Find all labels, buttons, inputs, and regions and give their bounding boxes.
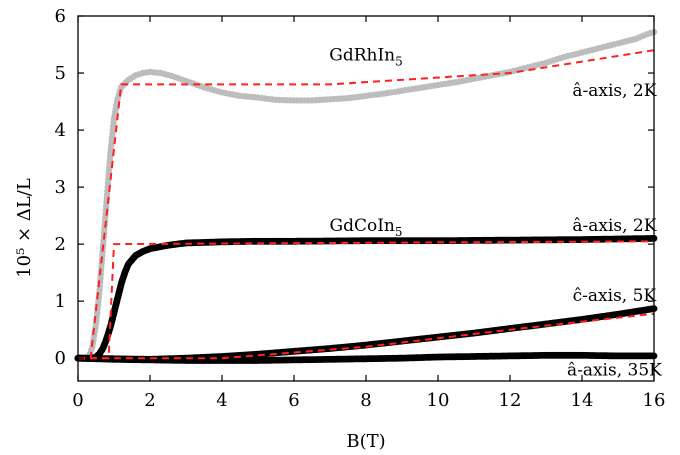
x-tick-label: 6 xyxy=(288,390,299,411)
y-tick-label: 6 xyxy=(55,6,66,27)
x-tick-label: 10 xyxy=(427,390,450,411)
series-0 xyxy=(74,28,658,362)
annotation-5: â-axis, 35K xyxy=(567,360,662,380)
annotation-0: GdRhIn5 xyxy=(329,45,403,68)
x-axis-label: B(T) xyxy=(346,431,385,452)
y-tick-label: 2 xyxy=(55,234,66,255)
y-tick-label: 5 xyxy=(55,63,66,84)
fit-line-5 xyxy=(78,240,655,360)
annotation-3: â-axis, 2K xyxy=(572,216,656,236)
annotation-4: ĉ-axis, 5K xyxy=(573,286,657,306)
x-tick-label: 14 xyxy=(571,390,594,411)
y-axis-label: 10⁵ × ΔL/L xyxy=(14,178,35,278)
annotation-text: GdRhIn xyxy=(329,45,395,65)
annotation-text: GdCoIn xyxy=(329,216,394,236)
y-tick-label: 4 xyxy=(55,120,66,141)
x-tick-label: 12 xyxy=(499,390,522,411)
x-tick-label: 2 xyxy=(144,390,155,411)
plot-frame xyxy=(77,15,655,382)
y-tick-label: 3 xyxy=(55,177,66,198)
annotation-2: GdCoIn5 xyxy=(329,216,402,239)
x-tick-label: 16 xyxy=(643,390,666,411)
annotation-text: ĉ-axis, 5K xyxy=(573,286,657,306)
fit-line-6 xyxy=(78,312,655,360)
y-tick-label: 1 xyxy=(55,291,66,312)
x-tick-label: 4 xyxy=(216,390,227,411)
fit-line-4 xyxy=(78,49,655,360)
series-3 xyxy=(74,351,658,364)
x-tick-label: 8 xyxy=(360,390,371,411)
annotation-subscript: 5 xyxy=(395,54,403,68)
annotation-subscript: 5 xyxy=(395,225,403,239)
annotation-text: â-axis, 2K xyxy=(572,216,656,236)
plot-layer xyxy=(74,28,658,364)
y-axis-label-text: 10⁵ × ΔL/L xyxy=(14,178,35,278)
annotation-text: â-axis, 35K xyxy=(567,360,662,380)
annotation-text: â-axis, 2K xyxy=(572,81,656,101)
y-tick-label: 0 xyxy=(55,348,66,369)
x-tick-label: 0 xyxy=(72,390,83,411)
annotation-1: â-axis, 2K xyxy=(572,81,656,101)
